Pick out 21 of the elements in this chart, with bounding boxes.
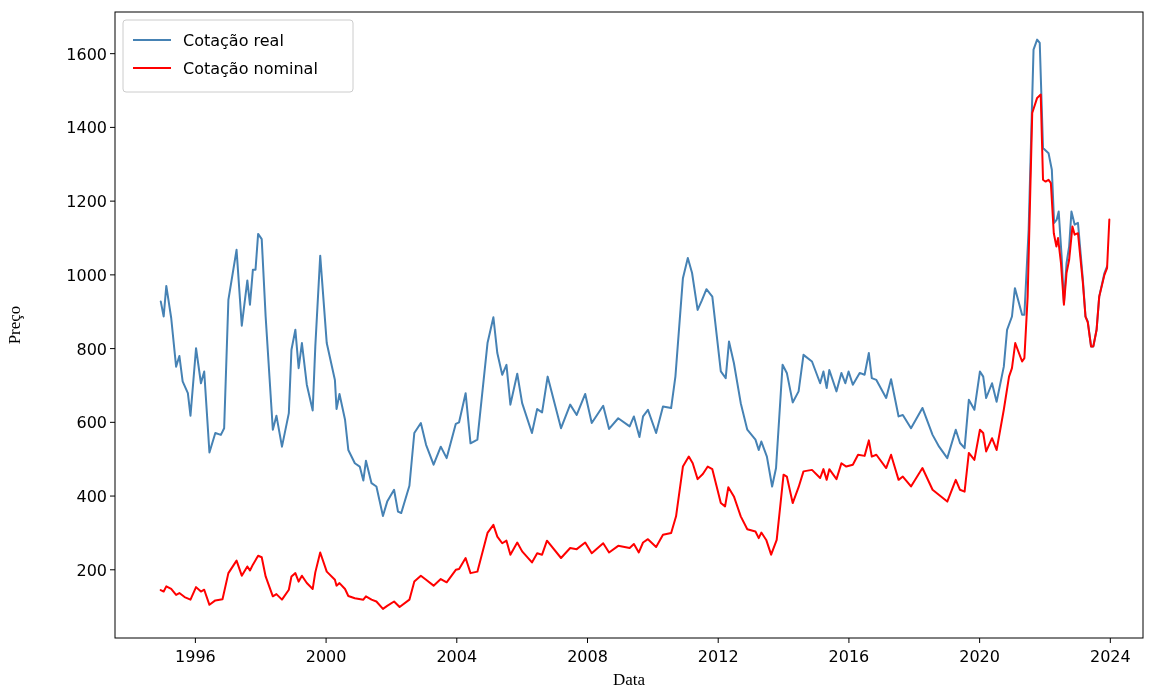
legend-label: Cotação nominal bbox=[183, 59, 318, 78]
y-tick-label: 800 bbox=[76, 339, 107, 359]
x-tick-label: 2024 bbox=[1089, 647, 1131, 666]
line-series bbox=[159, 93, 1111, 610]
y-tick-label: 1000 bbox=[66, 265, 107, 285]
y-tick-label: 400 bbox=[76, 487, 107, 507]
x-axis-title: Data bbox=[612, 670, 646, 689]
y-tick-label: 200 bbox=[76, 560, 107, 580]
x-tick-label: 1996 bbox=[175, 647, 216, 666]
x-tick-label: 2020 bbox=[959, 647, 1000, 666]
x-tick-label: 2012 bbox=[697, 647, 739, 666]
x-tick-label: 2000 bbox=[305, 647, 347, 666]
x-tick-label: 2004 bbox=[436, 647, 478, 666]
y-axis-title: Preço bbox=[5, 305, 24, 345]
y-tick-label: 600 bbox=[76, 413, 107, 433]
y-tick-label: 1400 bbox=[66, 118, 107, 138]
legend-label: Cotação real bbox=[183, 31, 284, 50]
y-tick-label: 1200 bbox=[66, 192, 107, 212]
y-tick-label: 1600 bbox=[66, 44, 107, 64]
x-tick-label: 2016 bbox=[828, 647, 870, 666]
x-tick-label: 2008 bbox=[567, 647, 608, 666]
